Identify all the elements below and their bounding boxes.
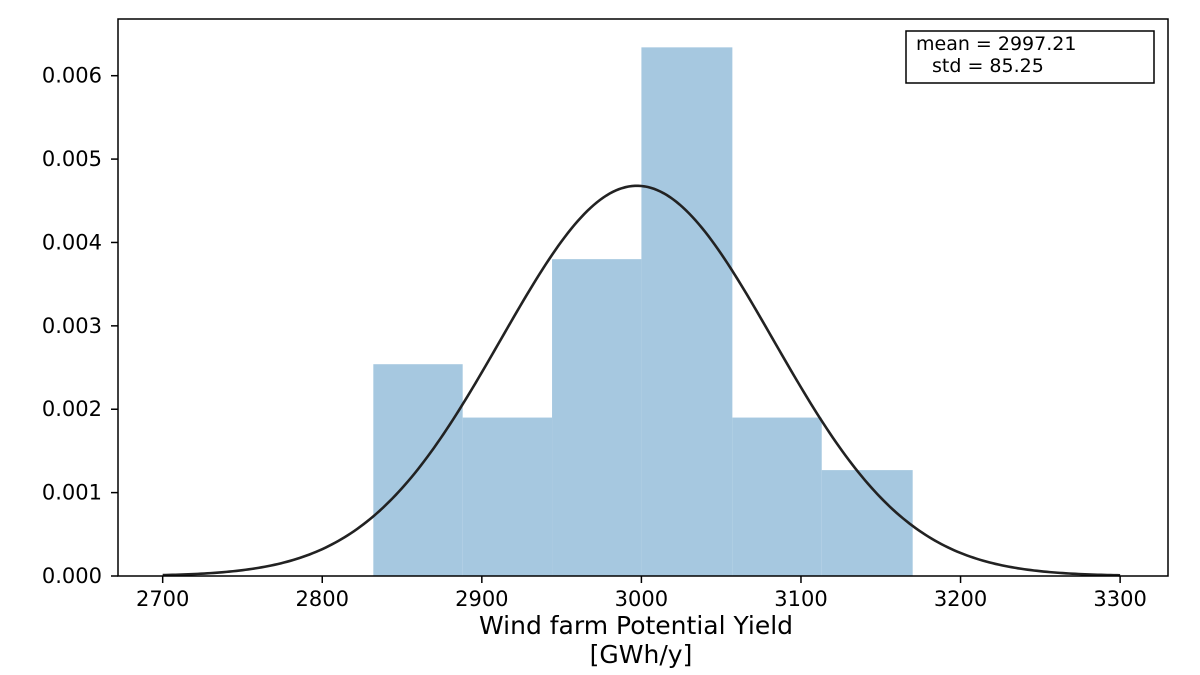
y-tick-label: 0.005 bbox=[42, 147, 102, 171]
x-tick-label: 3100 bbox=[774, 587, 827, 611]
histogram-bar-6 bbox=[821, 470, 913, 576]
x-tick-label: 3300 bbox=[1093, 587, 1146, 611]
histogram-bar-3 bbox=[552, 259, 642, 576]
plot-frame bbox=[117, 18, 1169, 577]
x-axis-title-unit: [GWh/y] bbox=[590, 640, 693, 669]
legend-box: mean = 2997.21 std = 85.25 bbox=[905, 30, 1155, 84]
y-tick-label: 0.006 bbox=[42, 64, 102, 88]
normal-fit-curve bbox=[162, 184, 1121, 577]
x-tick-label: 2900 bbox=[455, 587, 508, 611]
histogram-bars bbox=[373, 47, 913, 577]
y-tick-label: 0.001 bbox=[42, 481, 102, 505]
x-tick-label: 3200 bbox=[934, 587, 987, 611]
y-axis-ticks: 0.000 0.001 0.002 0.003 0.004 0.005 0.006 bbox=[42, 64, 118, 588]
y-tick-label: 0.002 bbox=[42, 397, 102, 421]
x-tick-label: 2800 bbox=[296, 587, 349, 611]
x-axis-title: Wind farm Potential Yield bbox=[479, 611, 793, 640]
histogram-bar-2 bbox=[462, 417, 553, 576]
x-tick-label: 3000 bbox=[615, 587, 668, 611]
x-tick-label: 2700 bbox=[136, 587, 189, 611]
legend-std: std = 85.25 bbox=[932, 55, 1044, 77]
y-tick-label: 0.003 bbox=[42, 314, 102, 338]
x-axis-ticks: 2700 2800 2900 3000 3100 3200 3300 bbox=[136, 576, 1147, 611]
legend-mean: mean = 2997.21 bbox=[916, 33, 1076, 55]
y-tick-label: 0.004 bbox=[42, 230, 102, 254]
histogram-bar-4 bbox=[641, 47, 733, 577]
histogram-bar-5 bbox=[732, 417, 822, 576]
y-tick-label: 0.000 bbox=[42, 564, 102, 588]
legend-frame bbox=[905, 30, 1155, 84]
